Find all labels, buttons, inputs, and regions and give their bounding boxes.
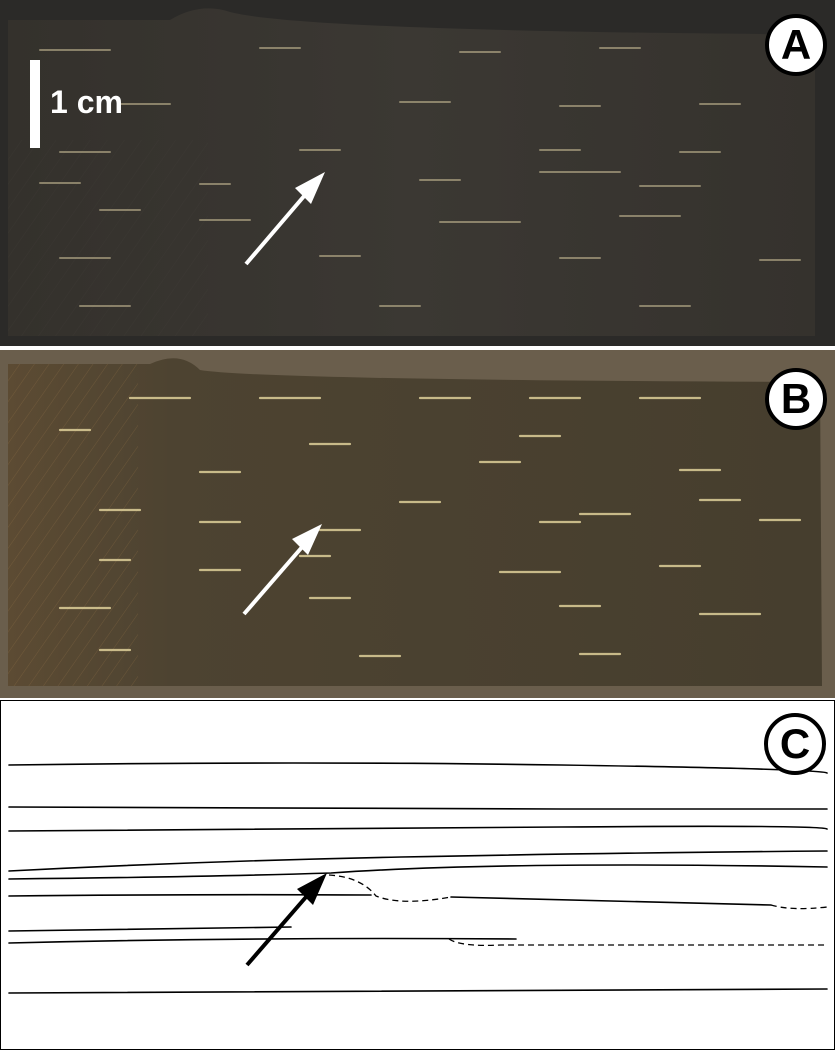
panel-a-photo: 1 cm A bbox=[0, 0, 835, 346]
panel-label-b: B bbox=[765, 368, 827, 430]
panel-b-photo: B bbox=[0, 350, 835, 698]
sample-a-image bbox=[0, 0, 835, 346]
scale-label: 1 cm bbox=[50, 84, 123, 120]
scale-bar bbox=[30, 60, 40, 148]
panel-c-drawing: C bbox=[0, 700, 835, 1050]
sample-b-image bbox=[0, 350, 835, 698]
arrow-marker-b bbox=[242, 524, 322, 616]
lamina-tracing bbox=[8, 762, 828, 994]
arrow-marker-a bbox=[244, 172, 325, 266]
panel-label-c: C bbox=[764, 713, 826, 775]
panel-label-a: A bbox=[765, 14, 827, 76]
arrow-marker-c bbox=[245, 873, 327, 967]
